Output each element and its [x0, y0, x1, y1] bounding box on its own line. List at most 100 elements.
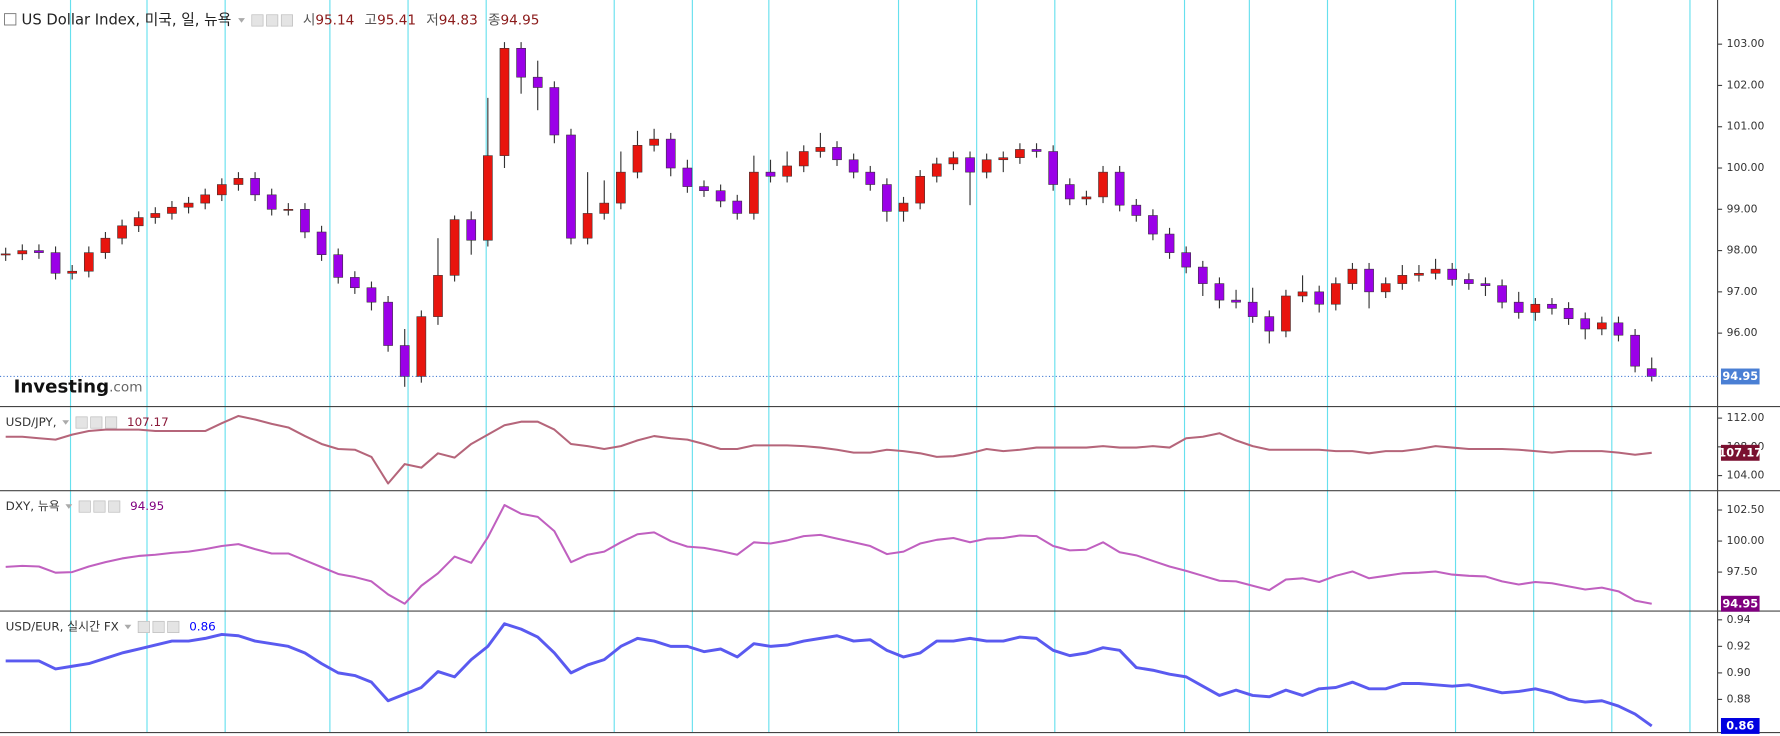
- last-value-box: [1720, 595, 1760, 612]
- candle-body: [649, 138, 659, 146]
- candle-body: [383, 301, 393, 346]
- candle-body: [549, 87, 560, 136]
- candle-body: [699, 186, 709, 192]
- candle-body: [931, 163, 942, 177]
- candle-body: [1630, 334, 1640, 367]
- candle-body: [50, 252, 61, 274]
- watermark-name: Investing: [14, 376, 109, 397]
- candle-body: [1380, 283, 1391, 293]
- y-tick-label: 100.00: [1727, 161, 1765, 174]
- close-icon[interactable]: [280, 14, 293, 27]
- candle-body: [1297, 291, 1308, 297]
- visibility-icon[interactable]: [78, 500, 91, 513]
- visibility-icon[interactable]: [137, 620, 150, 633]
- y-tick-label: 97.00: [1727, 285, 1758, 298]
- settings-icon[interactable]: [266, 14, 279, 27]
- collapse-icon[interactable]: [4, 13, 17, 26]
- candle-body: [1580, 318, 1591, 330]
- candle-body: [34, 250, 44, 253]
- candle-body: [1547, 303, 1557, 309]
- candle-body: [1064, 184, 1075, 200]
- candle-body: [1530, 303, 1541, 313]
- watermark: Investing.com: [14, 376, 143, 397]
- candle-body: [1214, 283, 1225, 301]
- visibility-icon[interactable]: [75, 416, 88, 429]
- candle-body: [1181, 252, 1191, 268]
- close-icon[interactable]: [108, 500, 121, 513]
- candle-body: [782, 165, 792, 177]
- y-tick-label: 96.00: [1727, 326, 1758, 339]
- candle-body: [1247, 301, 1258, 317]
- ohlc-value: 95.14: [315, 12, 354, 28]
- last-value-label: 94.95: [1722, 596, 1758, 610]
- y-tick-label: 112.00: [1727, 411, 1765, 424]
- last-price-label: 94.95: [1722, 369, 1758, 383]
- y-tick-label: 0.88: [1727, 692, 1751, 705]
- y-tick-label: 100.00: [1727, 534, 1765, 547]
- settings-icon[interactable]: [152, 620, 165, 633]
- candle-body: [1264, 316, 1275, 332]
- candle-body: [1148, 215, 1158, 235]
- candle-body: [183, 202, 194, 208]
- panel-value: 94.95: [130, 499, 164, 513]
- candle-body: [1364, 268, 1374, 293]
- candle-body: [998, 157, 1009, 161]
- y-tick-label: 0.94: [1727, 613, 1751, 626]
- y-tick-label: 0.90: [1727, 666, 1751, 679]
- candle-body: [216, 184, 227, 196]
- candle-body: [1563, 308, 1574, 319]
- candle-body: [1497, 285, 1507, 303]
- candle-body: [350, 277, 360, 289]
- dropdown-arrow[interactable]: [124, 624, 132, 630]
- series-line: [5, 414, 1652, 485]
- candle-body: [100, 237, 111, 253]
- candle-body: [1613, 322, 1624, 336]
- candle-body: [1397, 275, 1408, 284]
- candle-body: [532, 76, 543, 88]
- candle-body: [1597, 322, 1607, 330]
- candle-body: [1081, 196, 1092, 200]
- candle-body: [499, 48, 510, 156]
- candle-body: [283, 209, 294, 211]
- dropdown-arrow[interactable]: [65, 504, 73, 509]
- dropdown-arrow[interactable]: [238, 18, 245, 23]
- y-tick-label: 102.50: [1727, 503, 1765, 516]
- candle-body: [715, 190, 726, 202]
- candle-body: [150, 213, 161, 218]
- candle-body: [582, 213, 593, 239]
- candle-body: [1314, 291, 1325, 305]
- candle-body: [250, 178, 260, 196]
- candle-body: [266, 194, 277, 210]
- candle-body: [1131, 204, 1142, 216]
- candle-body: [1464, 279, 1474, 284]
- candle-body: [898, 202, 909, 212]
- candle-body: [433, 275, 443, 317]
- candle-body: [133, 217, 144, 227]
- candle-body: [233, 178, 244, 185]
- candle-body: [749, 171, 759, 214]
- y-tick-label: 101.00: [1727, 120, 1765, 133]
- candle-body: [1197, 266, 1208, 284]
- dropdown-arrow[interactable]: [62, 420, 70, 425]
- series-line: [5, 622, 1653, 728]
- candle-body: [483, 155, 493, 241]
- close-icon[interactable]: [167, 620, 180, 633]
- visibility-icon[interactable]: [251, 14, 264, 27]
- candle-body: [167, 206, 177, 214]
- candle-body: [117, 225, 127, 239]
- candle-body: [1347, 268, 1358, 284]
- settings-icon[interactable]: [90, 416, 103, 429]
- candle-body: [682, 167, 693, 187]
- y-tick-label: 104.00: [1727, 469, 1765, 482]
- candle-body: [0, 253, 11, 256]
- settings-icon[interactable]: [93, 500, 106, 513]
- candle-body: [1098, 171, 1108, 198]
- candle-body: [1430, 268, 1441, 274]
- y-tick-label: 99.00: [1727, 202, 1758, 215]
- candle-body: [1164, 233, 1175, 253]
- candle-body: [300, 209, 310, 233]
- close-icon[interactable]: [105, 416, 118, 429]
- candle-body: [1646, 368, 1657, 377]
- candle-body: [1414, 272, 1424, 276]
- watermark-domain: .com: [109, 379, 142, 395]
